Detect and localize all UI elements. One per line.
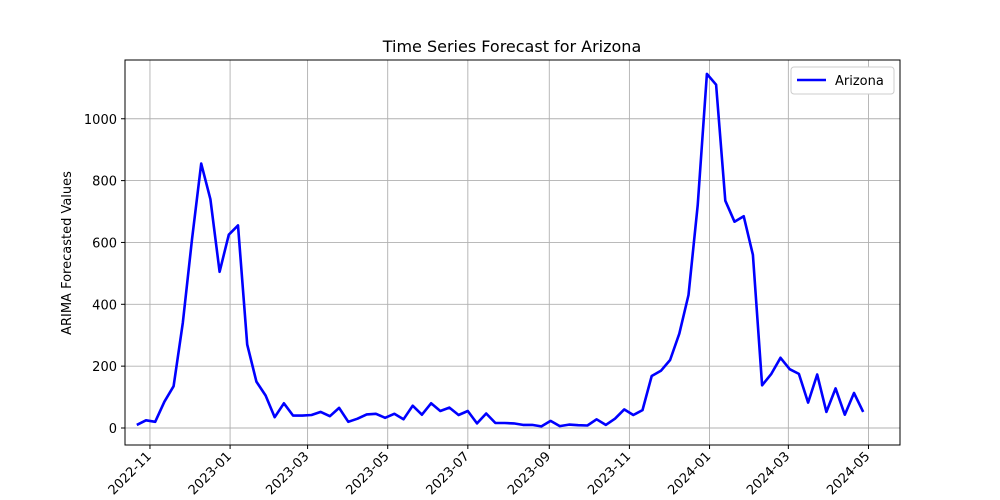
legend-label: Arizona [835, 74, 884, 89]
legend: Arizona [790, 66, 895, 95]
y-axis-label: ARIMA Forecasted Values [60, 171, 75, 335]
chart-title: Time Series Forecast for Arizona [382, 37, 642, 56]
y-tick-label: 0 [109, 422, 117, 437]
series-line-arizona [136, 72, 865, 428]
y-tick-label: 400 [92, 298, 117, 313]
y-tick-label: 1000 [84, 113, 117, 128]
grid-layer [125, 60, 900, 445]
legend-box [790, 66, 895, 95]
y-tick-label: 600 [92, 236, 117, 251]
y-tick-label: 800 [92, 175, 117, 190]
plot-frame [124, 59, 901, 446]
y-tick-label: 200 [92, 360, 117, 375]
